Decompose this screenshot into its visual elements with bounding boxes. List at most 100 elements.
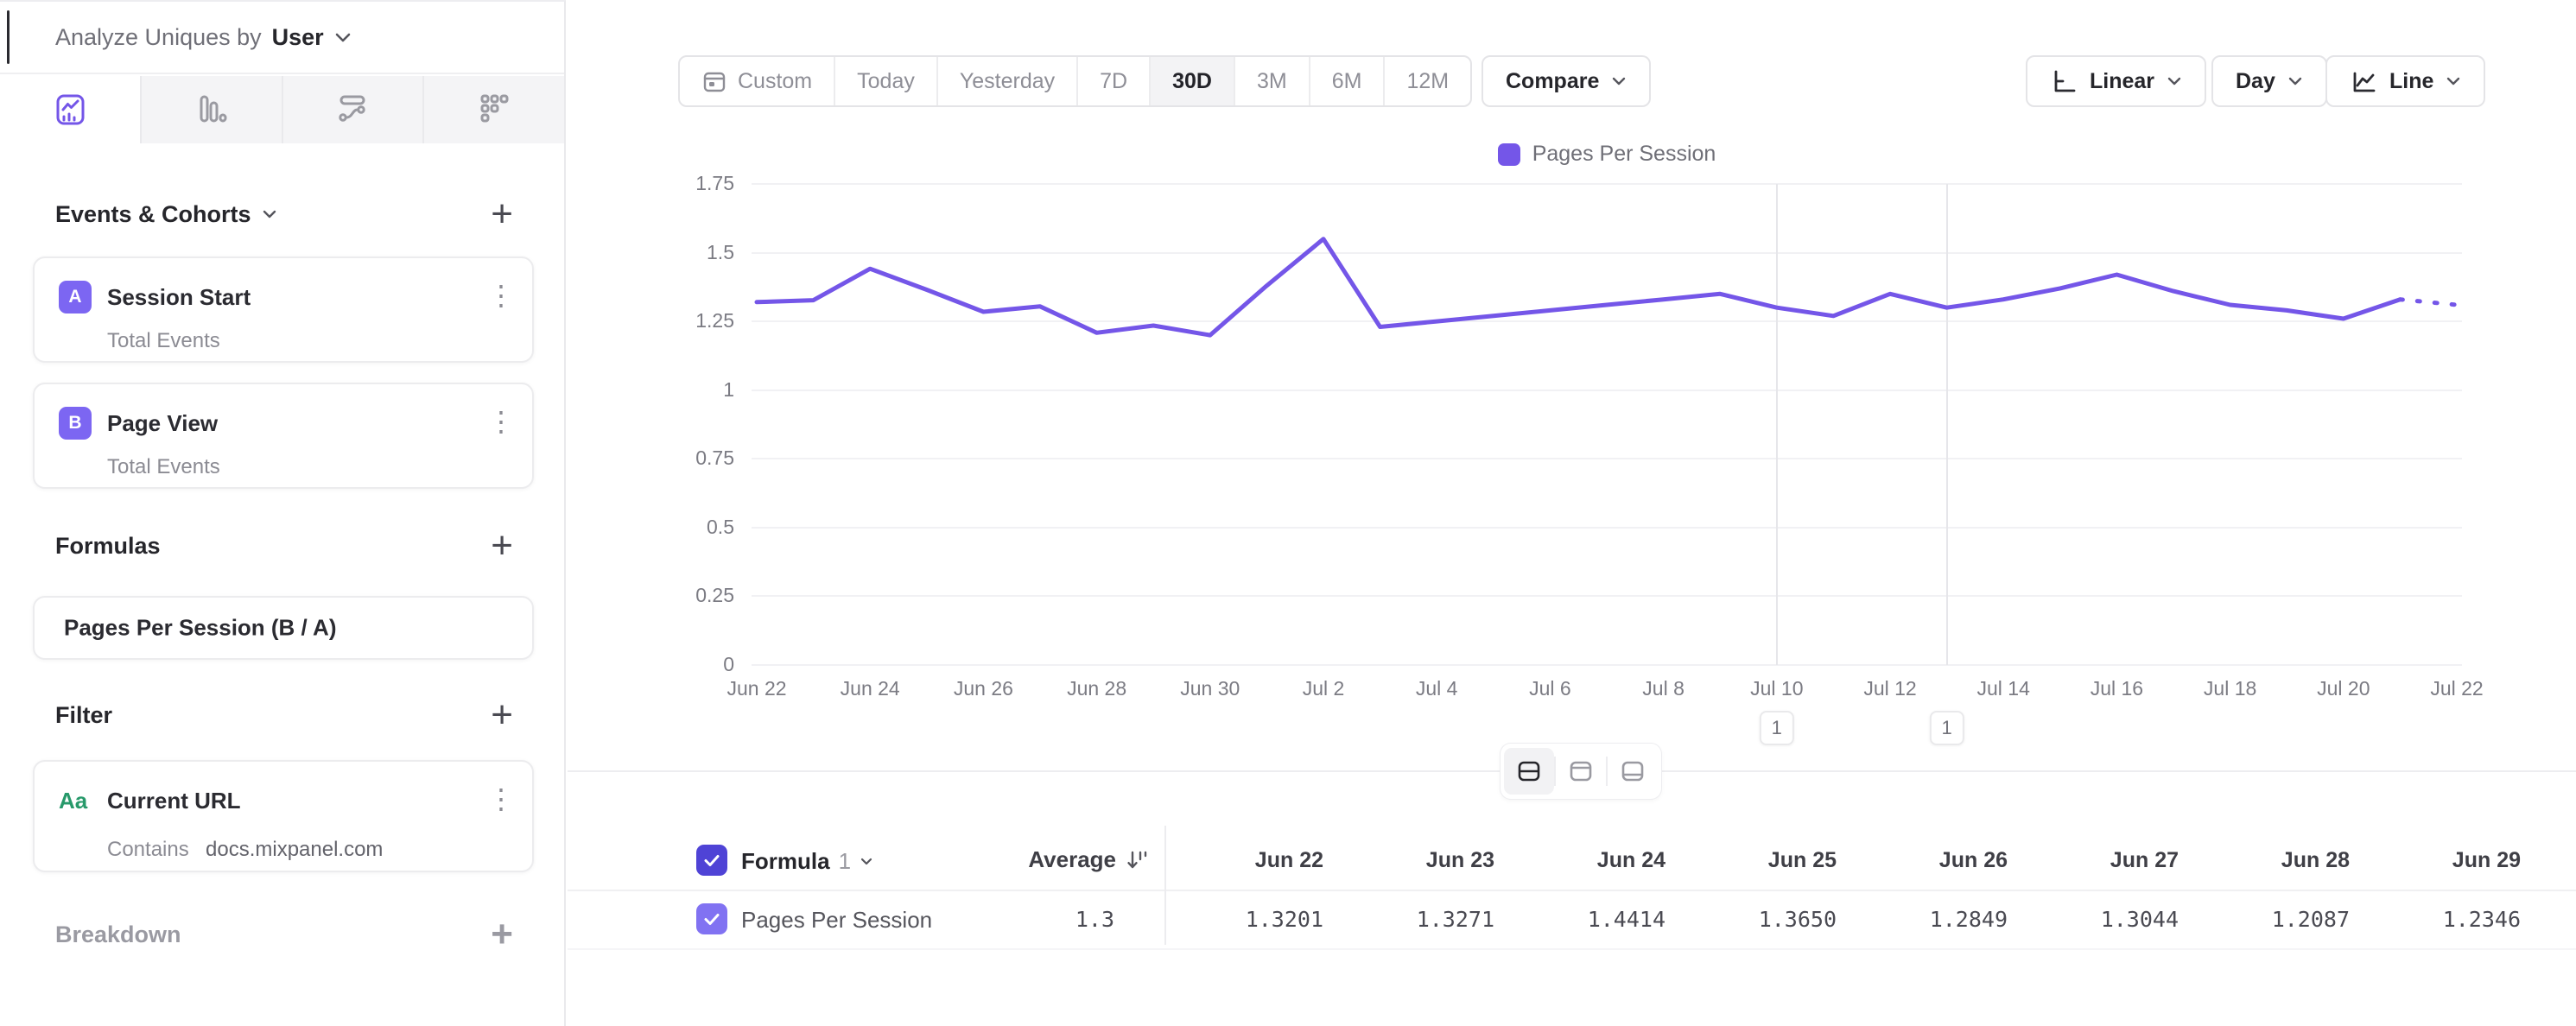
row-checkbox[interactable] [696,903,727,934]
annotation-badge[interactable]: 1 [1759,711,1794,745]
tab-insights[interactable] [0,76,142,143]
average-value: 1.3 [1075,907,1114,932]
interval-dropdown[interactable]: Day [2211,55,2327,107]
analyze-value-dropdown[interactable]: User [271,23,324,50]
x-tick-label: Jul 2 [1302,677,1345,700]
gridline [752,183,2462,185]
formula-group-dropdown[interactable]: Formula 1 [741,848,873,875]
line-chart[interactable] [752,183,2462,666]
event-aggregation[interactable]: Total Events [107,455,220,478]
event-card-a[interactable]: A Session Start ⋮ Total Events [33,256,534,363]
date-column-header[interactable]: Jun 25 [1767,848,1837,872]
string-property-icon: Aa [59,788,88,814]
event-letter-badge: B [59,407,92,440]
range-6m[interactable]: 6M [1310,57,1386,105]
range-30d[interactable]: 30D [1151,57,1235,105]
tab-retention[interactable] [424,76,564,143]
event-aggregation[interactable]: Total Events [107,329,220,352]
toggle-separator [1606,757,1608,786]
formula-card[interactable]: Pages Per Session (B / A) [33,596,534,660]
range-3m[interactable]: 3M [1235,57,1310,105]
layout-chart-button[interactable] [1556,748,1606,795]
range-label: Custom [738,68,813,93]
cell-value: 1.3044 [2100,907,2179,932]
add-breakdown-button[interactable]: + [491,913,513,955]
tab-flows[interactable] [283,76,425,143]
toggle-separator [1554,757,1556,786]
formula-group-checkbox[interactable] [696,845,727,876]
date-column-header[interactable]: Jun 24 [1596,848,1666,872]
layout-table-button[interactable] [1608,748,1658,795]
range-today[interactable]: Today [835,57,938,105]
cell-value: 1.3650 [1758,907,1837,932]
kebab-menu-icon[interactable]: ⋮ [487,783,515,814]
annotation-badge[interactable]: 1 [1929,711,1964,745]
date-column-header[interactable]: Jun 22 [1254,848,1323,872]
date-column-header[interactable]: Jun 28 [2281,848,2350,872]
series-line-solid[interactable] [754,237,2402,338]
chart-x-axis: Jun 22 Jun 24 Jun 26 Jun 28 Jun 30 Jul 2 Jul 4… [726,677,2484,763]
cell-value: 1.2849 [1929,907,2008,932]
table-date-headers: Jun 22 Jun 23 Jun 24 Jun 25 Jun 26 Jun 27 Jun … [1166,848,2535,873]
series-line-incomplete[interactable] [2397,297,2459,307]
layout-split-button[interactable] [1504,748,1554,795]
y-tick-label: 1.25 [695,309,734,332]
filter-value[interactable]: docs.mixpanel.com [206,838,384,861]
x-tick-label: Jul 12 [1863,677,1917,700]
range-label: 12M [1406,68,1450,93]
chevron-down-icon[interactable] [334,32,352,43]
scale-dropdown[interactable]: Linear [2026,55,2207,107]
chart-legend[interactable]: Pages Per Session [752,142,2462,167]
chevron-down-icon[interactable] [262,209,277,219]
filter-operator[interactable]: Contains [107,838,189,861]
line-chart-icon [2350,67,2377,95]
date-column-header[interactable]: Jun 26 [1938,848,2008,872]
gridline [752,389,2462,391]
cell-value: 1.4414 [1587,907,1666,932]
gridline [752,320,2462,323]
filter-section-header: Filter + [55,694,513,736]
add-filter-button[interactable]: + [491,694,513,736]
range-yesterday[interactable]: Yesterday [938,57,1079,105]
report-type-tabs [0,76,564,143]
event-card-b[interactable]: B Page View ⋮ Total Events [33,383,534,489]
sort-descending-icon[interactable] [1125,848,1149,872]
check-icon [704,914,720,925]
chart-type-dropdown[interactable]: Line [2325,55,2486,107]
annotation-line [1775,184,1778,665]
filter-header-label: Filter [55,701,113,728]
cell-value: 1.2346 [2442,907,2521,932]
table-header-divider [568,890,2576,891]
date-column-header[interactable]: Jun 27 [2110,848,2179,872]
legend-swatch [1497,142,1520,166]
add-formula-button[interactable]: + [491,524,513,567]
x-tick-label: Jul 20 [2317,677,2370,700]
tab-funnels[interactable] [142,76,283,143]
chevron-down-icon [2446,76,2461,86]
series-row-label[interactable]: Pages Per Session [741,907,933,933]
compare-button[interactable]: Compare [1482,55,1652,107]
range-label: Yesterday [959,68,1056,93]
formula-name[interactable]: Pages Per Session (B / A) [64,614,337,641]
date-column-header[interactable]: Jun 29 [2452,848,2521,872]
date-column-header[interactable]: Jun 23 [1425,848,1494,872]
linear-axis-icon [2050,67,2078,95]
event-name[interactable]: Page View [107,410,219,436]
range-12m[interactable]: 12M [1385,57,1470,105]
kebab-menu-icon[interactable]: ⋮ [487,280,515,311]
average-column-header[interactable]: Average [864,846,1149,873]
add-event-button[interactable]: + [491,193,513,235]
x-tick-label: Jul 8 [1642,677,1685,700]
x-tick-label: Jun 30 [1180,677,1240,700]
kebab-menu-icon[interactable]: ⋮ [487,406,515,437]
range-custom[interactable]: Custom [680,57,836,105]
chevron-down-icon [2287,76,2303,86]
filter-property-name[interactable]: Current URL [107,788,241,814]
x-tick-label: Jun 26 [953,677,1013,700]
table-frozen-divider [1164,826,1166,945]
range-7d[interactable]: 7D [1078,57,1152,105]
filter-card[interactable]: Aa Current URL ⋮ Contains docs.mixpanel.… [33,760,534,872]
x-tick-label: Jul 22 [2430,677,2484,700]
event-name[interactable]: Session Start [107,284,251,310]
range-label: 30D [1172,68,1212,93]
